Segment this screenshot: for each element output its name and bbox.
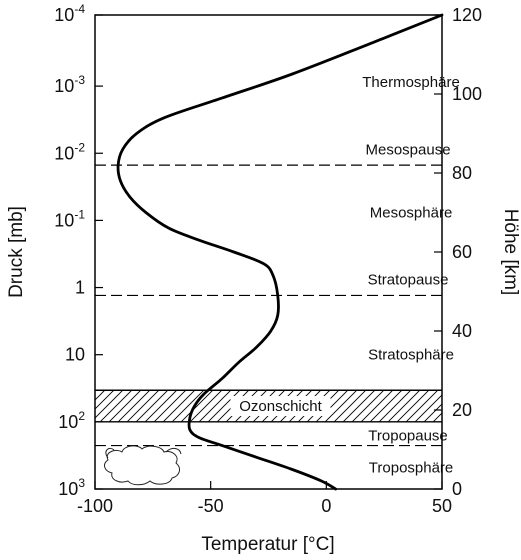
right-tick-label: 80 (452, 163, 472, 183)
region-label: Troposphäre (369, 459, 454, 476)
x-tick-label: -100 (77, 496, 113, 516)
left-tick-label: 10-4 (54, 2, 85, 25)
left-tick-label: 103 (58, 476, 85, 499)
y-axis-label-left: Druck [mb] (6, 206, 27, 298)
right-tick-label: 40 (452, 321, 472, 341)
left-tick-label: 102 (58, 409, 85, 432)
left-tick-label: 10-1 (54, 207, 85, 230)
right-tick-label: 20 (452, 400, 472, 420)
left-tick-label: 10-3 (54, 73, 85, 96)
right-tick-label: 60 (452, 242, 472, 262)
boundary-label: Mesospause (366, 141, 451, 158)
ozone-label-backdrop (230, 396, 331, 417)
cloud-icon (104, 445, 182, 486)
temperature-profile-line (116, 13, 444, 491)
x-tick-label: -50 (198, 496, 224, 516)
right-tick-label: 0 (452, 479, 462, 499)
region-label: Stratosphäre (368, 347, 454, 364)
boundary-label: Tropopause (368, 428, 448, 445)
region-label: Thermosphäre (362, 74, 460, 91)
right-tick-label: 120 (452, 5, 482, 25)
left-tick-label: 1 (75, 278, 85, 298)
region-label: Mesosphäre (370, 205, 453, 222)
left-tick-label: 10 (65, 345, 85, 365)
x-tick-label: 50 (432, 496, 452, 516)
right-tick-label: 100 (452, 84, 482, 104)
boundary-label: Stratopause (368, 272, 449, 289)
ozone-layer-label: Ozonschicht (239, 398, 322, 415)
x-axis-label: Temperatur [°C] (201, 534, 334, 555)
y-axis-label-right: Höhe [km] (500, 209, 521, 296)
x-tick-label: 0 (321, 496, 331, 516)
left-tick-label: 10-2 (54, 140, 85, 163)
